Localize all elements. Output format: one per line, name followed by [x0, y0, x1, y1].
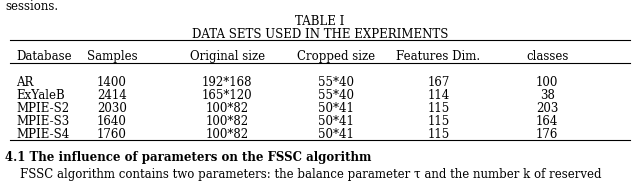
Text: 176: 176 — [536, 128, 558, 141]
Text: sessions.: sessions. — [5, 0, 58, 13]
Text: classes: classes — [526, 50, 568, 63]
Text: 114: 114 — [428, 89, 449, 102]
Text: DATA SETS USED IN THE EXPERIMENTS: DATA SETS USED IN THE EXPERIMENTS — [192, 28, 448, 41]
Text: 50*41: 50*41 — [318, 102, 354, 115]
Text: MPIE-S3: MPIE-S3 — [16, 115, 69, 128]
Text: 1640: 1640 — [97, 115, 127, 128]
Text: 55*40: 55*40 — [318, 89, 354, 102]
Text: 38: 38 — [540, 89, 555, 102]
Text: 2030: 2030 — [97, 102, 127, 115]
Text: 167: 167 — [428, 76, 449, 89]
Text: 100*82: 100*82 — [205, 102, 249, 115]
Text: 2414: 2414 — [97, 89, 127, 102]
Text: 1760: 1760 — [97, 128, 127, 141]
Text: 165*120: 165*120 — [202, 89, 253, 102]
Text: 115: 115 — [428, 115, 449, 128]
Text: Original size: Original size — [189, 50, 265, 63]
Text: TABLE I: TABLE I — [295, 15, 345, 28]
Text: Samples: Samples — [86, 50, 138, 63]
Text: 55*40: 55*40 — [318, 76, 354, 89]
Text: 115: 115 — [428, 128, 449, 141]
Text: 4.1 The influence of parameters on the FSSC algorithm: 4.1 The influence of parameters on the F… — [5, 151, 371, 164]
Text: FSSC algorithm contains two parameters: the balance parameter τ and the number k: FSSC algorithm contains two parameters: … — [5, 168, 602, 181]
Text: 1400: 1400 — [97, 76, 127, 89]
Text: ExYaleB: ExYaleB — [16, 89, 65, 102]
Text: Cropped size: Cropped size — [297, 50, 375, 63]
Text: MPIE-S2: MPIE-S2 — [16, 102, 69, 115]
Text: 50*41: 50*41 — [318, 115, 354, 128]
Text: AR: AR — [16, 76, 33, 89]
Text: MPIE-S4: MPIE-S4 — [16, 128, 69, 141]
Text: 115: 115 — [428, 102, 449, 115]
Text: 100*82: 100*82 — [205, 128, 249, 141]
Text: 164: 164 — [536, 115, 558, 128]
Text: 100: 100 — [536, 76, 558, 89]
Text: 192*168: 192*168 — [202, 76, 252, 89]
Text: Database: Database — [16, 50, 72, 63]
Text: 203: 203 — [536, 102, 558, 115]
Text: 100*82: 100*82 — [205, 115, 249, 128]
Text: Features Dim.: Features Dim. — [396, 50, 481, 63]
Text: 50*41: 50*41 — [318, 128, 354, 141]
